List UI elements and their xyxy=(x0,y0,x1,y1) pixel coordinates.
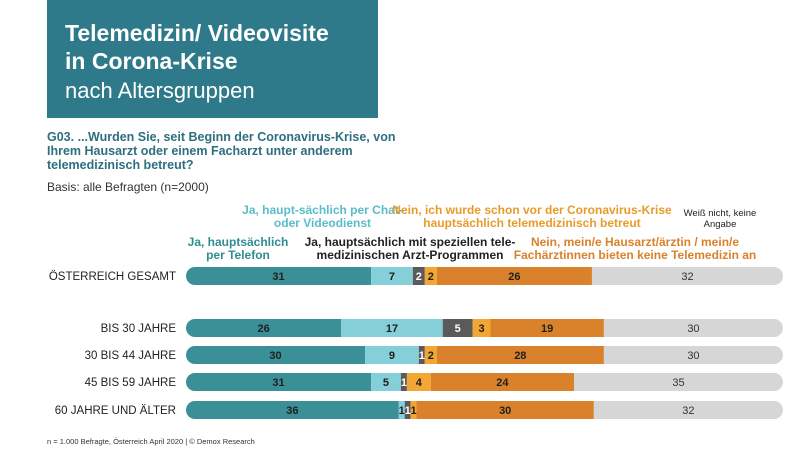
data-label: 17 xyxy=(386,323,398,335)
footnote: n = 1.000 Befragte, Österreich April 202… xyxy=(47,437,255,446)
data-label: 9 xyxy=(389,350,395,362)
data-label: 19 xyxy=(541,323,553,335)
bar-segment-nein_schon xyxy=(472,319,491,337)
data-label: 1 xyxy=(401,377,407,389)
bar-segment-telefon xyxy=(186,346,366,364)
data-label: 5 xyxy=(383,377,389,389)
data-label: 3 xyxy=(478,323,484,335)
data-label: 35 xyxy=(672,377,684,389)
legend-telefon: Ja, hauptsächlich per Telefon xyxy=(187,235,289,262)
data-label: 36 xyxy=(286,405,298,417)
data-label: 30 xyxy=(687,323,699,335)
data-label: 26 xyxy=(257,323,269,335)
bar-segment-nein_kein xyxy=(436,267,592,285)
bar-segment-programme xyxy=(412,267,425,285)
data-label: 31 xyxy=(272,377,284,389)
bar-segment-chat xyxy=(341,319,443,337)
legend-nein-kein: Nein, mein/e Hausarzt/ärztin / mein/e Fa… xyxy=(513,235,757,262)
data-label: 7 xyxy=(389,271,395,283)
data-label: 1 xyxy=(405,405,411,417)
bar-segment-programme xyxy=(418,346,425,364)
data-label: 2 xyxy=(428,271,434,283)
bar-segment-nein_schon xyxy=(406,373,431,391)
bar-segment-nein_kein xyxy=(490,319,604,337)
category-label: 45 BIS 59 JAHRE xyxy=(85,377,177,389)
data-label: 31 xyxy=(272,271,284,283)
category-label: BIS 30 JAHRE xyxy=(101,323,177,335)
title-box: Telemedizin/ Videovisite in Corona-Krise… xyxy=(47,0,378,118)
bar-segment-weiss_nicht xyxy=(593,401,783,419)
data-label: 1 xyxy=(411,405,417,417)
data-label: 2 xyxy=(428,350,434,362)
data-label: 5 xyxy=(455,323,461,335)
bar-segment-nein_kein xyxy=(436,346,604,364)
chart-title-line1: Telemedizin/ Videovisite xyxy=(65,20,329,46)
data-label: 30 xyxy=(687,350,699,362)
bar-segment-telefon xyxy=(186,373,372,391)
question-text: G03. ...Wurden Sie, seit Beginn der Coro… xyxy=(47,130,396,172)
bar-segment-weiss_nicht xyxy=(603,346,783,364)
bar-segment-nein_kein xyxy=(416,401,594,419)
bar-segment-weiss_nicht xyxy=(591,267,783,285)
data-label: 32 xyxy=(681,271,693,283)
data-label: 1 xyxy=(399,405,405,417)
category-label: 60 JAHRE UND ÄLTER xyxy=(55,405,176,417)
bar-segment-chat xyxy=(371,267,413,285)
legend-programme: Ja, hauptsächlich mit speziellen tele-me… xyxy=(304,235,516,262)
bar-segment-weiss_nicht xyxy=(603,319,783,337)
bar-segment-programme xyxy=(404,401,411,419)
data-label: 30 xyxy=(499,405,511,417)
bar-segment-chat xyxy=(365,346,419,364)
bar-segment-nein_schon xyxy=(424,346,437,364)
data-label: 4 xyxy=(416,377,423,389)
data-label: 1 xyxy=(419,350,425,362)
data-label: 2 xyxy=(416,271,422,283)
legend-nein-schon: Nein, ich wurde schon vor der Coronaviru… xyxy=(392,203,672,230)
bar-segment-chat xyxy=(371,373,401,391)
legend-weiss-nicht: Weiß nicht, keine Angabe xyxy=(683,208,757,230)
chart-subtitle: nach Altersgruppen xyxy=(65,78,255,103)
category-label: 30 BIS 44 JAHRE xyxy=(85,350,177,362)
category-label: ÖSTERREICH GESAMT xyxy=(49,271,176,283)
bar-segment-programme xyxy=(400,373,407,391)
bar-segment-weiss_nicht xyxy=(574,373,783,391)
bar-segment-nein_schon xyxy=(424,267,437,285)
data-label: 28 xyxy=(514,350,526,362)
data-label: 26 xyxy=(508,271,520,283)
bar-segment-telefon xyxy=(186,319,342,337)
data-label: 32 xyxy=(682,405,694,417)
bar-segment-chat xyxy=(398,401,405,419)
legend-chat: Ja, haupt-sächlich per Chat- oder Videod… xyxy=(242,203,403,230)
basis-text: Basis: alle Befragten (n=2000) xyxy=(47,180,209,194)
data-label: 30 xyxy=(269,350,281,362)
chart-title-line2: in Corona-Krise xyxy=(65,48,238,74)
bar-segment-nein_kein xyxy=(430,373,575,391)
data-label: 24 xyxy=(496,377,509,389)
bar-segment-telefon xyxy=(186,267,372,285)
bar-segment-nein_schon xyxy=(410,401,417,419)
bar-segment-programme xyxy=(442,319,473,337)
bar-segment-telefon xyxy=(186,401,399,419)
